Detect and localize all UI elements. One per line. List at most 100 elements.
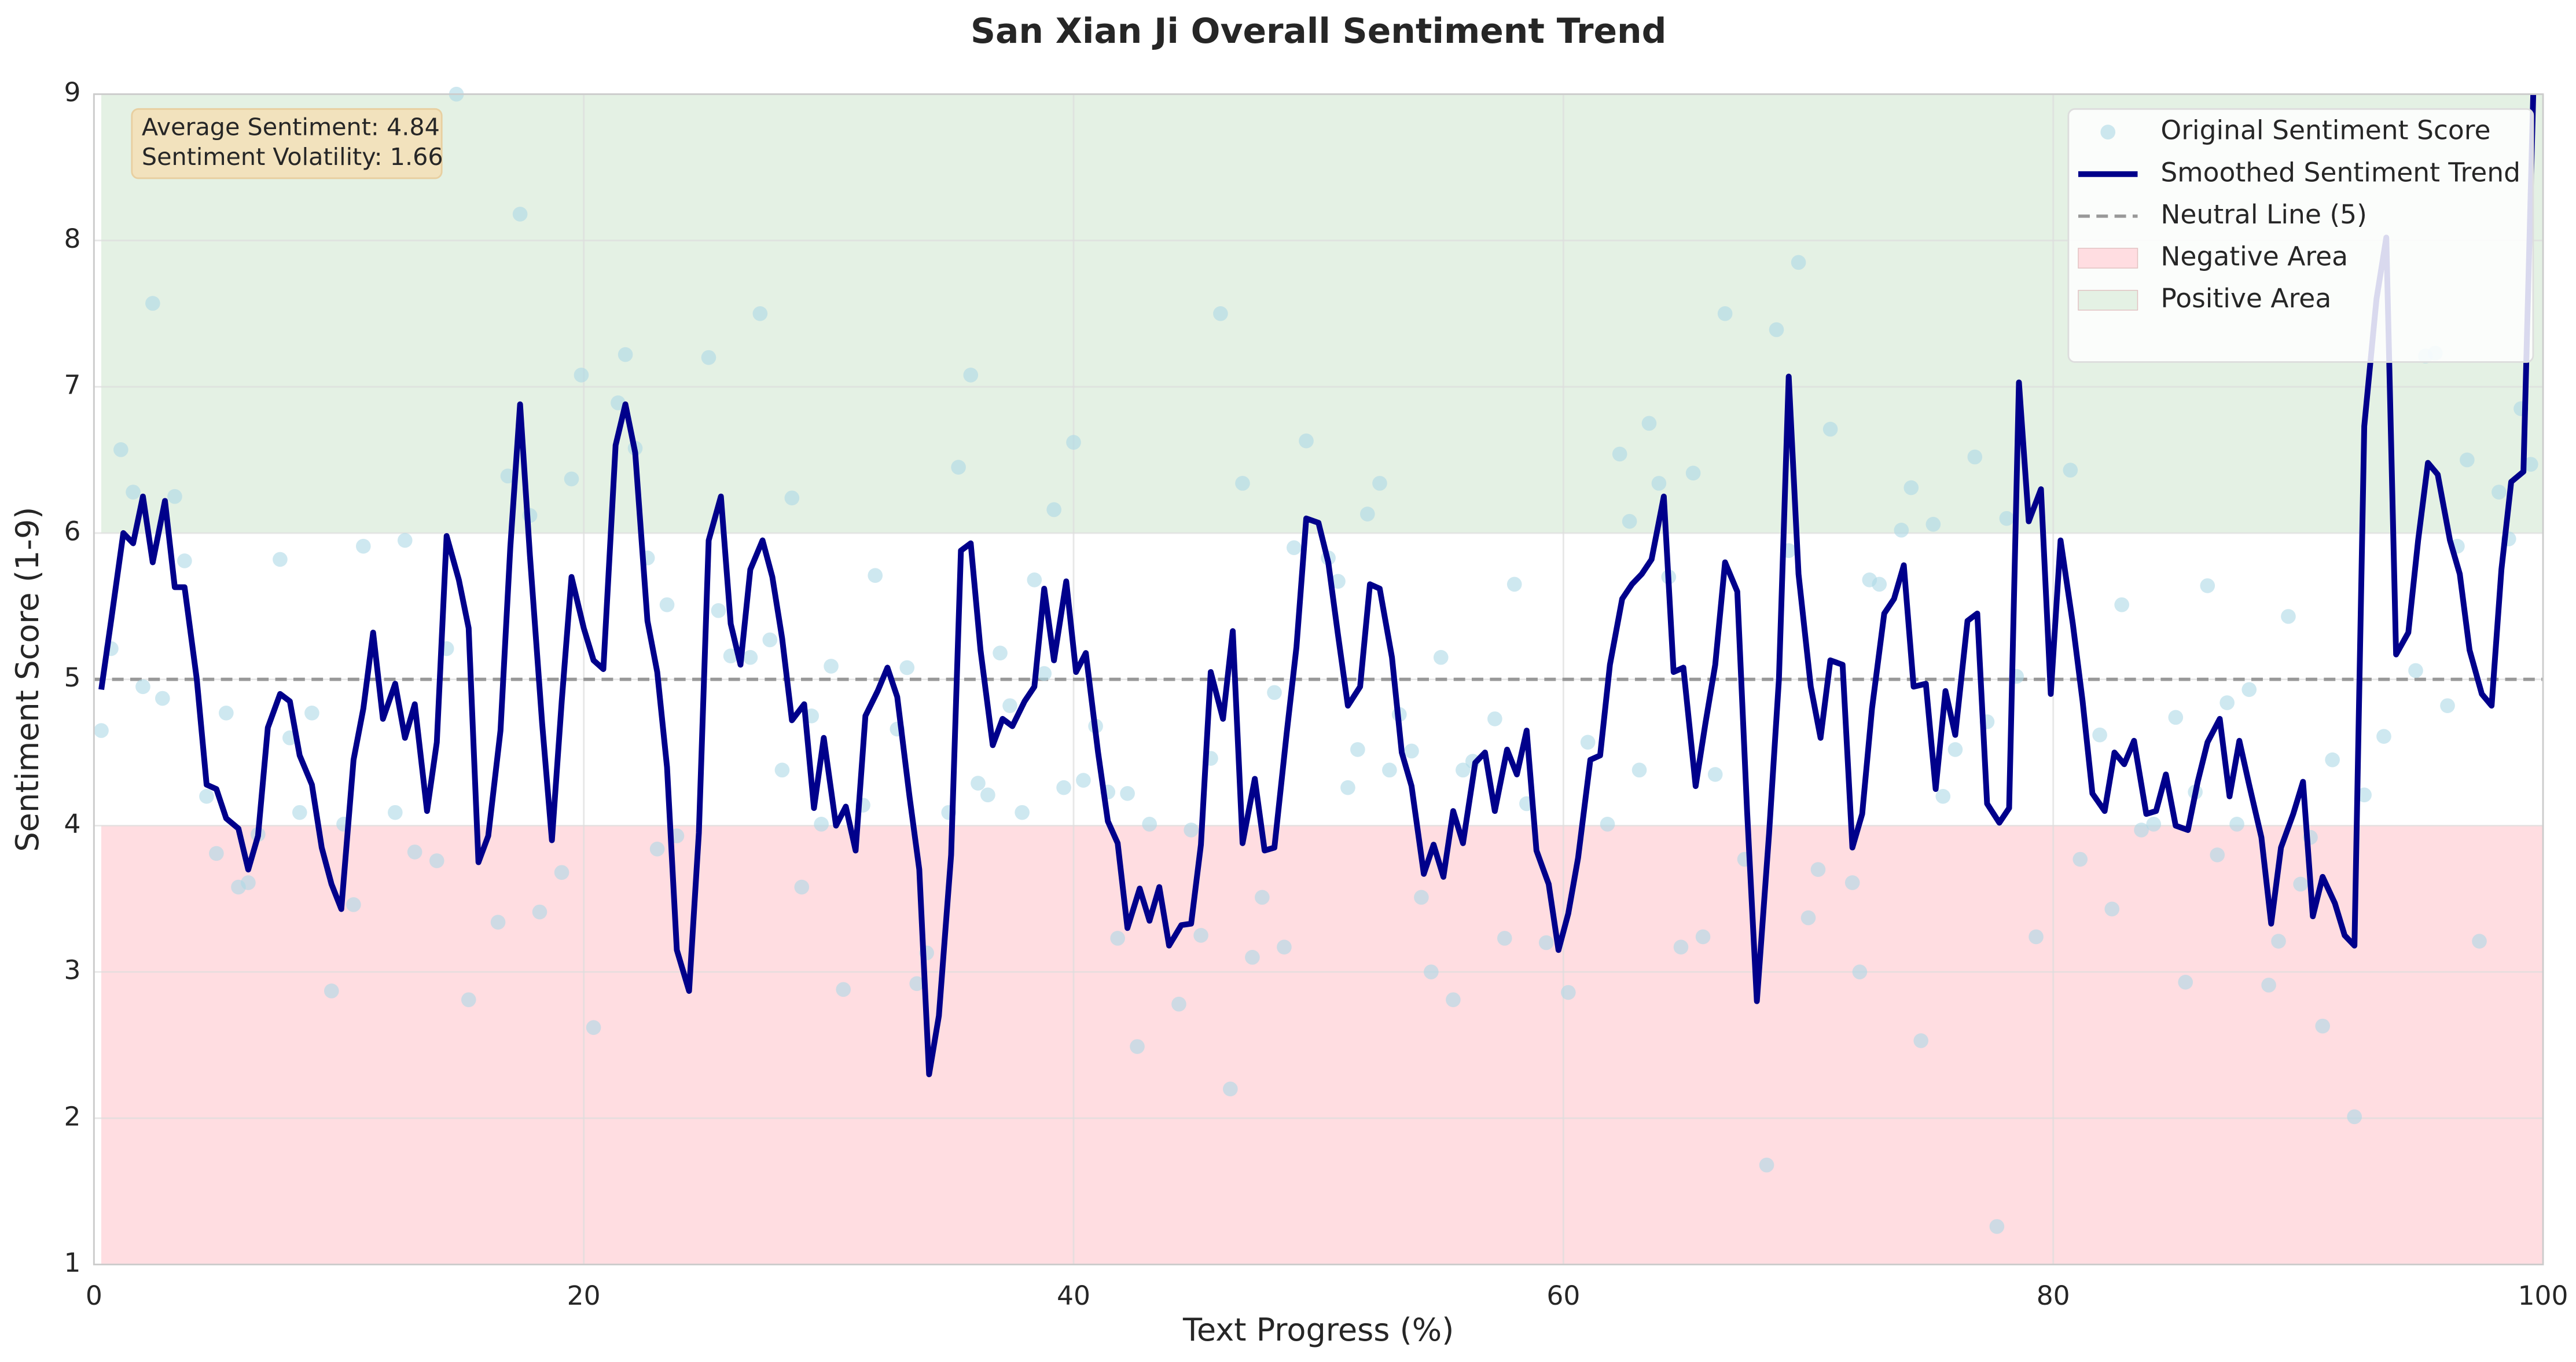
scatter-point	[1404, 743, 1419, 759]
scatter-point	[1056, 780, 1071, 795]
scatter-point	[752, 306, 768, 321]
x-tick-label: 20	[567, 1280, 601, 1311]
scatter-point	[1925, 516, 1941, 532]
scatter-point	[1110, 931, 1125, 946]
scatter-point	[1277, 939, 1292, 954]
scatter-point	[500, 468, 516, 484]
scatter-point	[1130, 1039, 1145, 1054]
scatter-point	[1015, 805, 1030, 820]
plot-frame	[93, 93, 2544, 1266]
scatter-point	[1872, 577, 1887, 592]
scatter-point	[762, 632, 778, 648]
scatter-point	[1631, 762, 1647, 778]
scatter-point	[2523, 457, 2538, 472]
legend-marker	[2078, 289, 2138, 311]
scatter-point	[1142, 817, 1157, 832]
annotation: Average Sentiment: 4.84	[142, 113, 440, 141]
scatter-point	[1561, 985, 1576, 1000]
scatter-point	[2029, 929, 2044, 945]
region	[101, 825, 2544, 1265]
scatter-point	[324, 983, 339, 998]
scatter-point	[219, 705, 234, 721]
scatter-point	[209, 846, 224, 861]
scatter-point	[1002, 698, 1017, 713]
scatter-point	[304, 705, 319, 721]
scatter-point	[2281, 609, 2296, 624]
scatter-point	[2063, 462, 2078, 478]
x-axis-label: Text Progress (%)	[1182, 1312, 1454, 1348]
y-axis-label: Sentiment Score (1-9)	[9, 507, 46, 852]
scatter-point	[649, 842, 665, 857]
scatter-point	[1759, 1157, 1774, 1173]
scatter-point	[909, 976, 924, 992]
y-tick-label: 5	[64, 662, 81, 693]
scatter-point	[1852, 964, 1868, 979]
legend-marker	[2078, 248, 2138, 269]
scatter-point	[2293, 876, 2308, 892]
scatter-point	[2168, 710, 2184, 725]
scatter-point	[1424, 964, 1439, 979]
scatter-point	[2134, 823, 2149, 838]
scatter-point	[2492, 484, 2507, 500]
legend-label: Original Sentiment Score	[2160, 115, 2490, 146]
scatter-point	[407, 845, 422, 860]
scatter-point	[1235, 476, 1250, 491]
scatter-point	[1372, 476, 1387, 491]
scatter-point	[1791, 255, 1806, 270]
x-tick-label: 40	[1057, 1280, 1090, 1311]
scatter-point	[1989, 1219, 2005, 1234]
scatter-point	[490, 915, 506, 930]
scatter-point	[574, 368, 589, 383]
scatter-point	[1414, 890, 1429, 905]
scatter-point	[1800, 910, 1816, 926]
chart-title: San Xian Ji Overall Sentiment Trend	[971, 11, 1666, 52]
scatter-point	[2092, 727, 2107, 743]
scatter-point	[429, 853, 444, 868]
scatter-point	[155, 691, 170, 706]
scatter-point	[346, 897, 361, 912]
scatter-point	[723, 648, 738, 664]
trend-line	[98, 94, 2537, 1078]
scatter-point	[1600, 817, 1615, 832]
scatter-point	[971, 776, 986, 791]
scatter-point	[292, 805, 307, 820]
y-tick-label: 7	[64, 370, 81, 401]
scatter-point	[126, 484, 141, 500]
scatter-point	[388, 805, 403, 820]
scatter-point	[1967, 449, 1983, 465]
scatter-point	[2200, 578, 2215, 593]
scatter-point	[1673, 939, 1689, 954]
scatter-point	[2178, 975, 2193, 990]
scatter-point	[1027, 572, 1042, 588]
scatter-point	[1287, 540, 1302, 556]
scatter-point	[1717, 306, 1733, 321]
scatter-point	[241, 875, 256, 890]
scatter-point	[177, 553, 192, 568]
scatter-point	[1497, 931, 1512, 946]
scatter-point	[711, 603, 726, 618]
y-tick-label: 4	[64, 809, 81, 839]
scatter-point	[1213, 306, 1228, 321]
legend-marker	[2100, 124, 2116, 140]
scatter-point	[397, 533, 413, 548]
scatter-point	[814, 817, 829, 832]
scatter-point	[1360, 506, 1375, 522]
scatter-point	[963, 368, 979, 383]
scatter-point	[1913, 1033, 1929, 1048]
scatter-point	[135, 679, 150, 695]
scatter-point	[659, 597, 675, 612]
annotation: Sentiment Volatility: 1.66	[142, 143, 443, 171]
scatter-point	[1267, 685, 1282, 700]
scatter-point	[743, 649, 758, 665]
y-tick-label: 3	[64, 955, 81, 986]
scatter-point	[1350, 742, 1365, 757]
legend-label: Neutral Line (5)	[2160, 199, 2367, 230]
scatter-point	[784, 490, 800, 506]
scatter-point	[113, 442, 128, 457]
scatter-point	[1223, 1081, 1238, 1097]
scatter-point	[1193, 928, 1208, 943]
scatter-point	[980, 787, 995, 803]
scatter-point	[355, 538, 371, 554]
scatter-point	[1456, 762, 1471, 778]
